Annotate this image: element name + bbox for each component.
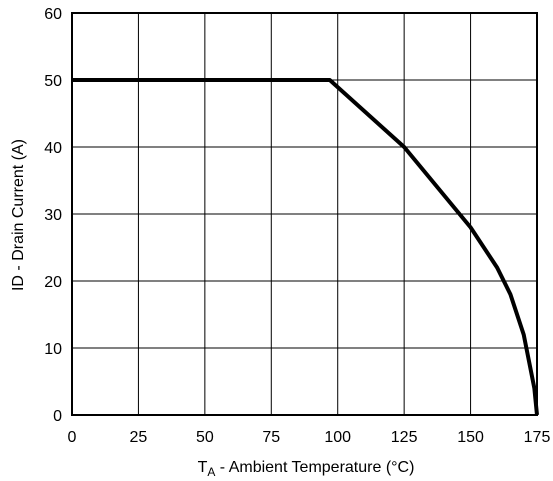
x-tick-label: 0: [68, 429, 77, 446]
drain-current-curve: [72, 78, 539, 416]
y-tick-label: 60: [44, 6, 62, 23]
y-tick-label: 50: [44, 73, 62, 90]
x-tick-label: 25: [130, 429, 148, 446]
x-tick-label: 50: [196, 429, 214, 446]
x-axis-title-main: T: [198, 459, 208, 476]
x-axis-title-rest: - Ambient Temperature (°C): [215, 459, 414, 476]
y-tick-label: 30: [44, 207, 62, 224]
x-tick-label: 125: [391, 429, 418, 446]
y-tick-label: 20: [44, 274, 62, 291]
x-tick-label: 100: [324, 429, 351, 446]
y-tick-labels: 0 10 20 30 40 50 60: [44, 6, 62, 425]
x-tick-label: 75: [262, 429, 280, 446]
y-tick-label: 40: [44, 140, 62, 157]
grid: [71, 12, 538, 416]
y-tick-label: 10: [44, 341, 62, 358]
x-axis-title: TA - Ambient Temperature (°C): [198, 459, 415, 479]
series-layer: [72, 78, 539, 416]
x-tick-labels: 0 25 50 75 100 125 150 175: [68, 429, 551, 446]
x-axis-title-subscript: A: [207, 465, 215, 479]
x-tick-label: 150: [457, 429, 484, 446]
plot-frame: [71, 12, 538, 416]
x-tick-label: 175: [524, 429, 551, 446]
y-axis-title: ID - Drain Current (A): [10, 139, 27, 291]
y-tick-label: 0: [53, 408, 62, 425]
